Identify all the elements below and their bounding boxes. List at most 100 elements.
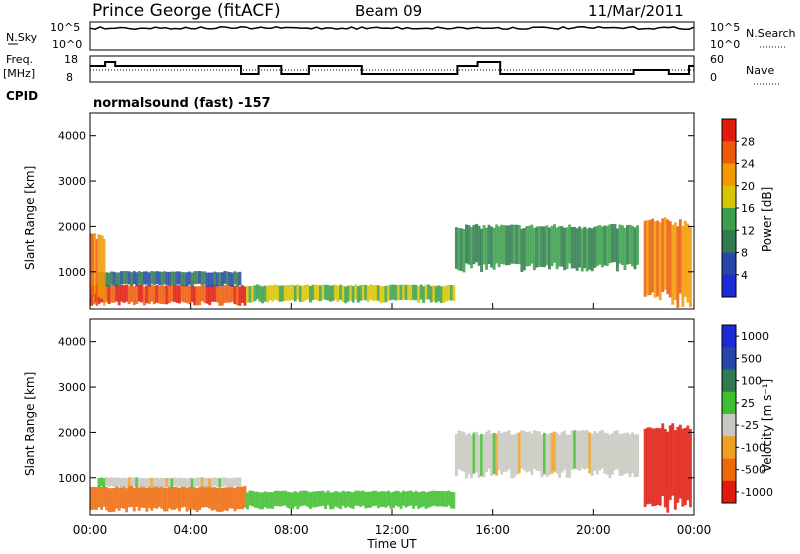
velocity-echo-cell (565, 434, 569, 478)
power-echo-cell (319, 285, 322, 302)
freq-tick-low: 8 (66, 71, 73, 84)
nsearch-label: N.Search (746, 27, 796, 40)
power-echo-cell (532, 227, 536, 271)
velocity-echo-cell (545, 434, 549, 477)
velocity-echo-cell (92, 486, 96, 510)
velocity-echo-cell (140, 485, 144, 508)
velocity-echo-cell (482, 434, 486, 478)
power-echo-cell (404, 284, 408, 300)
power-echo-cell (424, 284, 428, 300)
velocity-echo-cell (651, 428, 655, 507)
velocity-echo-cell (293, 491, 297, 507)
power-echo-cell (633, 227, 637, 270)
power-echo-cell (407, 284, 410, 300)
velocity-echo-cell (195, 488, 199, 512)
velocity-echo-cell (678, 424, 682, 499)
velocity-echo-cell (188, 486, 192, 510)
velocity-echo-cell (142, 486, 146, 508)
date-title: 11/Mar/2011 (588, 2, 684, 20)
power-echo-cell (160, 271, 164, 286)
power-echo-cell (397, 284, 400, 301)
power-echo-cell (422, 286, 426, 303)
velocity-echo-cell (361, 490, 365, 506)
power-echo-cell (497, 226, 501, 268)
velocity-echo-cell (467, 432, 471, 475)
velocity-echo-cell (477, 434, 481, 478)
velocity-echo-cell (517, 432, 521, 474)
velocity-echo-cell (397, 491, 400, 507)
freq-tick-high: 18 (64, 53, 78, 66)
power-echo-cell (236, 272, 239, 287)
power-echo-cell (321, 284, 325, 300)
velocity-echo-cell (278, 491, 282, 507)
x-tick-label: 08:00 (274, 523, 309, 537)
power-echo-cell (112, 285, 116, 303)
power-echo-cell (356, 286, 360, 303)
velocity-echo-cell (344, 491, 348, 508)
power-echo-cell (165, 271, 169, 286)
power-echo-cell (558, 226, 561, 267)
power-echo-cell (414, 285, 418, 301)
x-tick-label: 20:00 (576, 523, 611, 537)
power-echo-cell (427, 284, 431, 300)
velocity-echo-cell (326, 490, 330, 506)
power-echo-cell (689, 226, 692, 308)
power-echo-cell (132, 286, 136, 306)
power-echo-cell (500, 224, 504, 264)
power-echo-cell (137, 284, 141, 302)
power-echo-cell (185, 285, 189, 304)
power-echo-cell (168, 285, 171, 303)
power-echo-cell (623, 227, 627, 270)
power-echo-cell (155, 285, 159, 303)
velocity-echo-cell (243, 485, 247, 508)
power-echo-cell (117, 272, 121, 287)
velocity-echo-cell (593, 431, 597, 471)
colorbar-tick-label: 8 (741, 247, 748, 260)
power-echo-cell (472, 224, 476, 265)
colorbar-swatch (722, 119, 736, 142)
power-echo-cell (208, 286, 212, 306)
power-echo-cell (311, 284, 315, 301)
power-echo-cell (125, 271, 129, 284)
velocity-echo-cell (210, 487, 214, 511)
power-echo-cell (150, 271, 154, 284)
colorbar-tick-label: 1000 (741, 330, 769, 343)
power-echo-cell (266, 285, 270, 303)
velocity-echo-cell (120, 486, 124, 508)
power-echo-cell (475, 223, 478, 263)
velocity-y-ticks: 1000 2000 3000 4000 (58, 336, 694, 485)
velocity-echo-cell (97, 478, 101, 488)
velocity-echo-cell (228, 477, 232, 487)
velocity-echo-cell (233, 477, 237, 487)
power-echo-cell (170, 271, 174, 285)
velocity-echo-cell (230, 478, 234, 488)
velocity-echo-cell (394, 490, 398, 506)
power-echo-cell (434, 286, 438, 303)
velocity-echo-cell (276, 490, 280, 507)
power-echo-cell (560, 226, 564, 267)
velocity-echo-cell (155, 486, 159, 509)
velocity-echo-cell (371, 490, 375, 506)
velocity-echo-cell (444, 491, 448, 507)
power-echo-cell (605, 225, 609, 266)
power-echo-cell (349, 285, 353, 301)
power-echo-cell (573, 226, 577, 269)
power-echo-cell (145, 271, 149, 285)
power-echo-cell (107, 285, 111, 305)
velocity-echo-cell (147, 486, 151, 509)
power-echo-cell (384, 285, 388, 303)
power-echo-cell (465, 224, 468, 264)
velocity-echo-cell (261, 492, 264, 510)
power-echo-cell (409, 285, 413, 301)
velocity-echo-cell (145, 488, 149, 512)
power-echo-cell (570, 227, 574, 269)
velocity-echo-cell (623, 432, 627, 474)
power-echo-cell (329, 285, 332, 302)
velocity-echo-cell (681, 428, 685, 507)
power-echo-cell (444, 285, 448, 302)
velocity-echo-cell (439, 491, 443, 507)
power-echo-cell (253, 285, 257, 302)
power-echo-cell (678, 219, 682, 294)
velocity-echo-cell (324, 492, 327, 510)
colorbar-tick-label: 4 (741, 269, 748, 282)
